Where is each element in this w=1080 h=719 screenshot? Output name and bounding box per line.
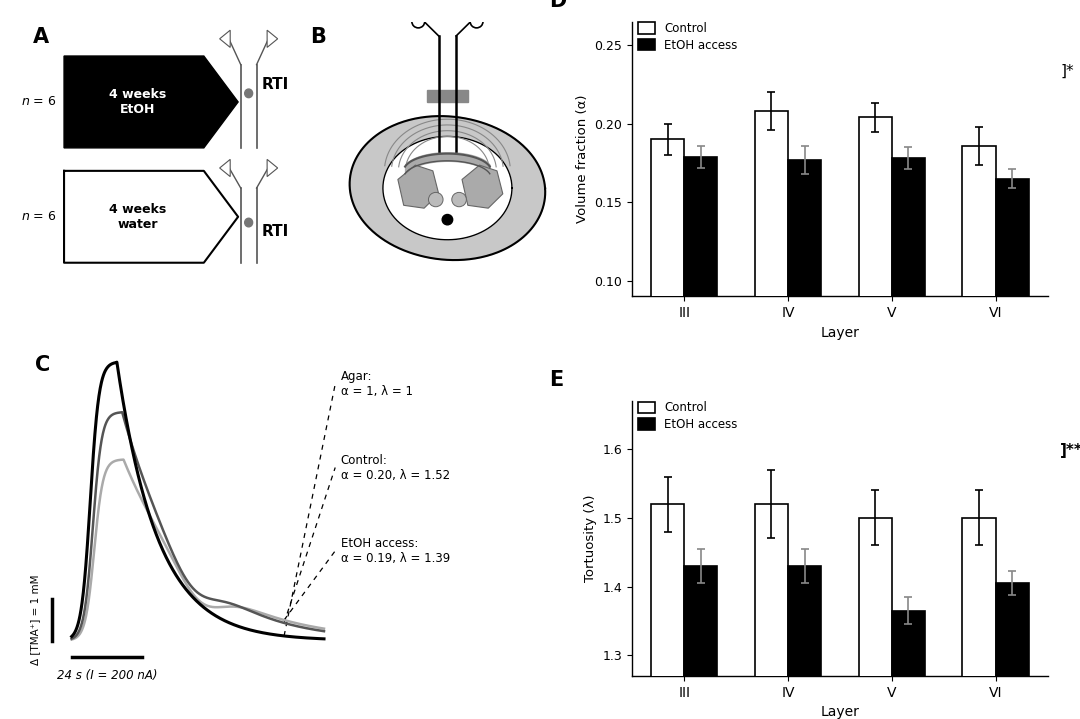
Bar xyxy=(755,111,788,438)
Polygon shape xyxy=(64,56,238,148)
Text: $n$ = 6: $n$ = 6 xyxy=(21,96,56,109)
Bar xyxy=(651,504,685,719)
Y-axis label: Volume fraction (α): Volume fraction (α) xyxy=(576,95,589,224)
Bar xyxy=(685,566,717,719)
Text: D: D xyxy=(549,0,566,11)
Polygon shape xyxy=(64,171,238,262)
Polygon shape xyxy=(219,160,230,177)
Circle shape xyxy=(245,89,253,98)
Bar xyxy=(685,157,717,438)
Text: E: E xyxy=(549,370,564,390)
Text: B: B xyxy=(310,27,326,47)
Circle shape xyxy=(470,15,483,28)
Circle shape xyxy=(411,15,424,28)
Bar xyxy=(996,178,1029,438)
Text: 4 weeks
EtOH: 4 weeks EtOH xyxy=(109,88,166,116)
Text: $n$ = 6: $n$ = 6 xyxy=(21,210,56,224)
Bar xyxy=(755,504,788,719)
Text: RTI: RTI xyxy=(261,224,288,239)
Text: ]***: ]*** xyxy=(1061,443,1080,458)
Polygon shape xyxy=(219,30,230,47)
Bar xyxy=(962,518,996,719)
Bar xyxy=(996,583,1029,719)
Polygon shape xyxy=(350,116,545,260)
Text: RTI: RTI xyxy=(261,77,288,92)
Circle shape xyxy=(245,219,253,226)
Polygon shape xyxy=(427,91,468,102)
Text: Control:
α = 0.20, λ = 1.52: Control: α = 0.20, λ = 1.52 xyxy=(341,454,450,482)
Circle shape xyxy=(451,193,467,207)
Polygon shape xyxy=(383,137,512,239)
Y-axis label: Tortuosity (λ): Tortuosity (λ) xyxy=(584,495,597,582)
Bar xyxy=(892,158,924,438)
X-axis label: Layer: Layer xyxy=(821,326,860,340)
Text: ]*: ]* xyxy=(1061,63,1074,78)
Text: Δ [TMA⁺] = 1 mM: Δ [TMA⁺] = 1 mM xyxy=(30,574,40,665)
Circle shape xyxy=(429,193,443,207)
Text: 4 weeks
water: 4 weeks water xyxy=(109,203,166,231)
Bar xyxy=(962,146,996,438)
Bar xyxy=(859,518,892,719)
Legend: Control, EtOH access: Control, EtOH access xyxy=(638,22,738,52)
Bar xyxy=(788,566,821,719)
Text: A: A xyxy=(32,27,49,47)
Bar xyxy=(788,160,821,438)
Polygon shape xyxy=(397,165,438,209)
Text: EtOH access:
α = 0.19, λ = 1.39: EtOH access: α = 0.19, λ = 1.39 xyxy=(341,537,450,565)
Polygon shape xyxy=(267,30,278,47)
Circle shape xyxy=(442,214,453,225)
Bar xyxy=(892,610,924,719)
Bar xyxy=(859,117,892,438)
Text: Agar:
α = 1, λ = 1: Agar: α = 1, λ = 1 xyxy=(341,370,413,398)
Text: 24 s (I = 200 nA): 24 s (I = 200 nA) xyxy=(57,669,158,682)
Text: C: C xyxy=(36,355,51,375)
Bar xyxy=(651,139,685,438)
Polygon shape xyxy=(462,165,503,209)
X-axis label: Layer: Layer xyxy=(821,705,860,719)
Legend: Control, EtOH access: Control, EtOH access xyxy=(638,401,738,431)
Polygon shape xyxy=(267,160,278,177)
